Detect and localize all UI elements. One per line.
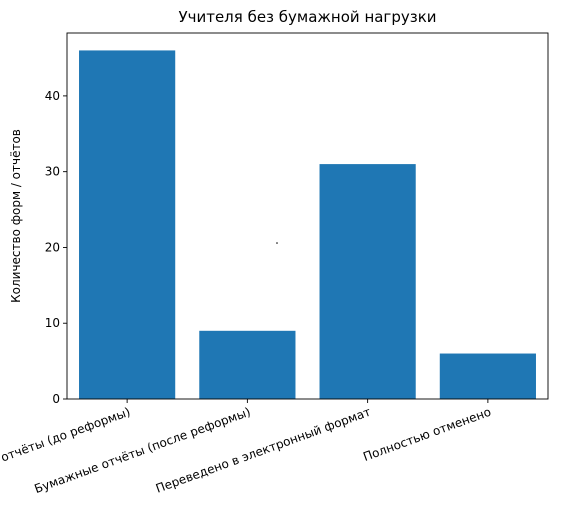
y-axis-ticks: 0 10 20 30 40 [45,89,67,406]
x-tick-label: Полностью отменено [361,405,493,464]
x-tick-label: Бумажные отчёты (после реформы) [32,405,252,496]
y-tick-label: 0 [52,392,60,406]
y-axis-label: Количество форм / отчётов [9,129,23,303]
y-tick-label: 20 [45,240,60,254]
x-tick-label: Переведено в электронный формат [154,405,373,496]
bar [79,50,176,400]
bars-group [79,50,536,400]
y-tick-label: 10 [45,316,60,330]
x-axis-ticks: Бумажные отчёты (до реформы)Бумажные отч… [0,399,493,496]
stray-dot-mark [276,242,278,244]
plot-frame [66,32,549,400]
bar [199,330,296,399]
y-tick-label: 30 [45,165,60,179]
chart-title: Учителя без бумажной нагрузки [178,8,436,26]
y-tick-label: 40 [45,89,60,103]
bar [439,353,536,399]
bar [319,164,416,399]
